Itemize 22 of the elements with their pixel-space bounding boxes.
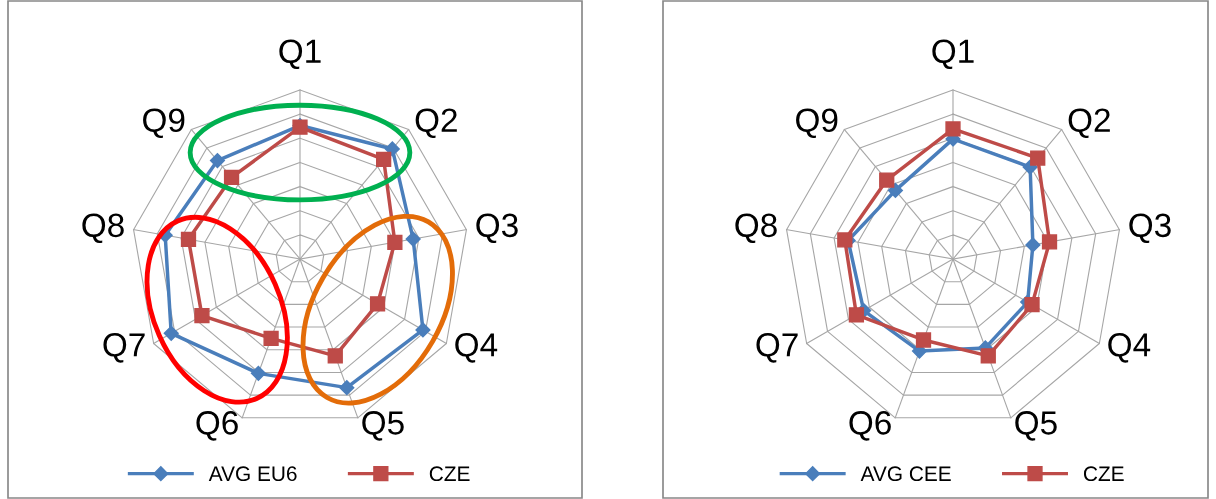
- spoke-label: Q1: [932, 39, 974, 70]
- spoke-label: Q4: [1108, 333, 1151, 363]
- spoke-label: Q6: [849, 411, 891, 441]
- spoke-label: Q8: [82, 213, 124, 244]
- spoke-label: Q3: [1129, 213, 1171, 244]
- legend-label: CZE: [1083, 466, 1124, 482]
- spoke-label: Q7: [756, 333, 798, 363]
- spoke-label: Q8: [735, 213, 777, 244]
- spoke-label: Q2: [415, 108, 457, 138]
- spoke-label: Q7: [103, 333, 145, 363]
- spoke-label: Q5: [362, 411, 404, 441]
- spoke-label: Q4: [455, 333, 498, 363]
- spoke-label: Q3: [476, 213, 518, 244]
- spoke-label: Q9: [796, 108, 838, 138]
- spoke-label: Q2: [1068, 108, 1110, 138]
- spoke-label: Q5: [1015, 411, 1057, 441]
- spoke-label: Q1: [279, 39, 321, 70]
- spoke-label: Q9: [143, 108, 185, 138]
- legend-label: CZE: [429, 466, 470, 482]
- legend-label: AVG CEE: [860, 466, 951, 482]
- spoke-label: Q6: [196, 411, 238, 441]
- legend-label: AVG EU6: [208, 466, 297, 482]
